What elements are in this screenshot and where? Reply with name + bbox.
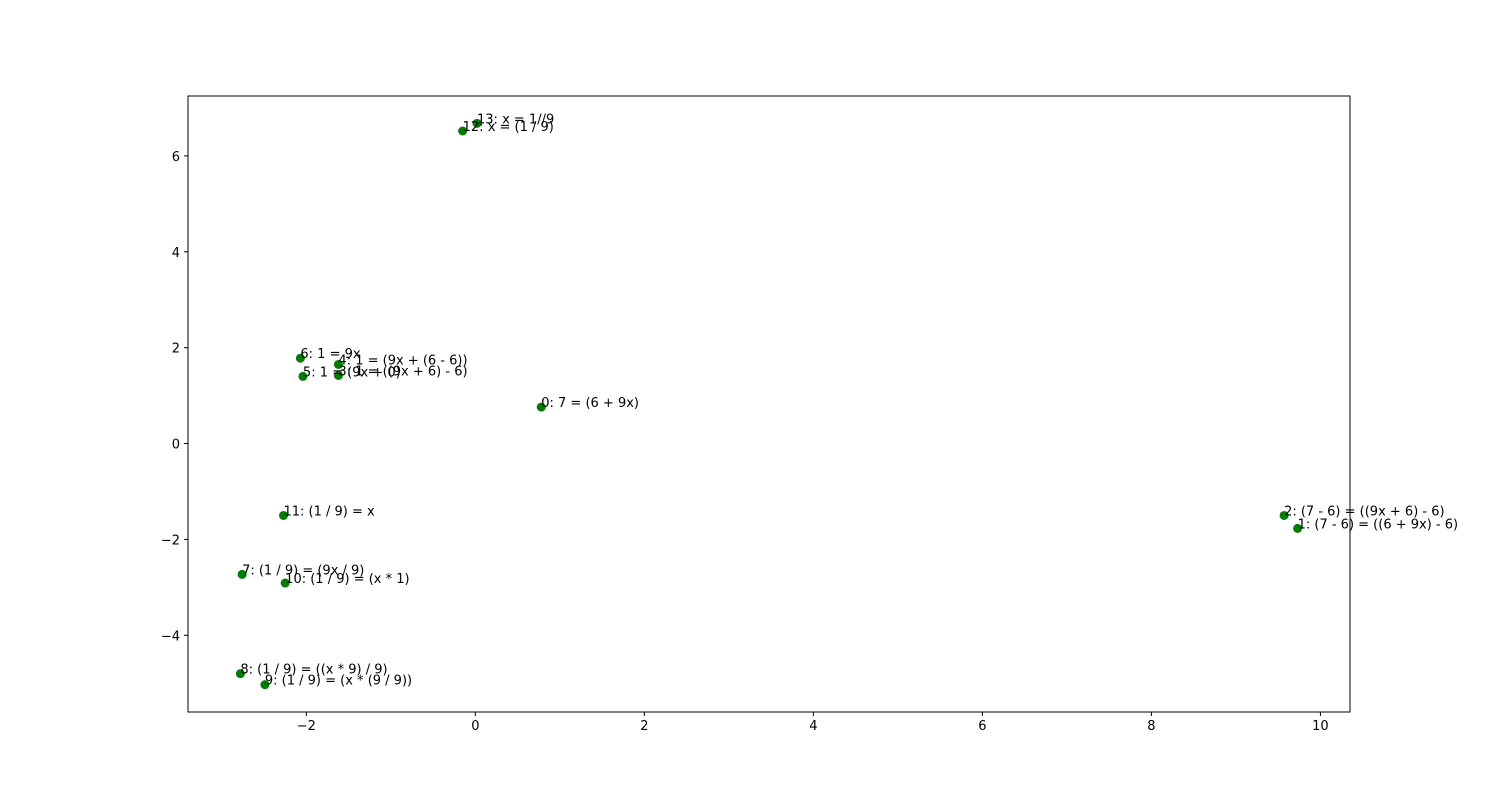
y-tick-label: −4: [161, 629, 180, 644]
data-point: [298, 371, 308, 381]
y-tick-label: 4: [172, 246, 180, 261]
data-point: [278, 510, 288, 520]
x-axis-ticks: −2 0 2 4 6 8 10: [297, 712, 1329, 734]
data-points: [235, 118, 1303, 690]
axes: −2 0 2 4 6 8 10 −4 −2 0 2 4 6: [161, 95, 1351, 734]
y-tick-label: 2: [172, 342, 180, 357]
data-point: [1293, 523, 1303, 533]
x-tick-label: 4: [809, 719, 817, 734]
data-point: [458, 126, 468, 136]
point-label: 0: 7 = (6 + 9x): [541, 396, 639, 411]
point-label: 5: 1 = (9x + 0): [303, 365, 401, 380]
x-tick-label: 8: [1147, 719, 1155, 734]
point-label: 12: x = (1 / 9): [463, 120, 554, 135]
point-label: 13: x = 1//9: [477, 112, 554, 127]
point-labels: 0: 7 = (6 + 9x) 1: (7 - 6) = ((6 + 9x) - …: [240, 112, 1458, 688]
x-tick-label: 6: [978, 719, 986, 734]
data-point: [333, 359, 343, 369]
x-tick-label: 2: [640, 719, 648, 734]
data-point: [280, 578, 290, 588]
point-label: 4: 1 = (9x + (6 - 6)): [338, 353, 467, 368]
point-label: 1: (7 - 6) = ((6 + 9x) - 6): [1298, 517, 1459, 532]
point-label: 11: (1 / 9) = x: [283, 504, 375, 519]
point-label: 9: (1 / 9) = (x * (9 / 9)): [265, 674, 412, 689]
point-label: 8: (1 / 9) = ((x * 9) / 9): [240, 663, 387, 678]
y-tick-label: −2: [161, 533, 180, 548]
data-point: [237, 569, 247, 579]
data-point: [472, 118, 482, 128]
x-tick-label: 10: [1312, 719, 1329, 734]
data-point: [1279, 510, 1289, 520]
plot-frame: [187, 95, 1351, 713]
y-tick-label: 6: [172, 150, 180, 165]
point-label: 3: 1 = ((9x + 6) - 6): [338, 364, 467, 379]
data-point: [333, 370, 343, 380]
data-point: [536, 402, 546, 412]
x-tick-label: 0: [471, 719, 479, 734]
data-point: [260, 680, 270, 690]
y-tick-label: 0: [172, 438, 180, 453]
point-label: 7: (1 / 9) = (9x / 9): [242, 563, 364, 578]
x-tick-label: −2: [297, 719, 316, 734]
point-label: 2: (7 - 6) = ((9x + 6) - 6): [1284, 504, 1445, 519]
point-label: 10: (1 / 9) = (x * 1): [285, 572, 409, 587]
y-axis-ticks: −4 −2 0 2 4 6: [161, 150, 188, 644]
data-point: [295, 353, 305, 363]
point-label: 6: 1 = 9x: [300, 347, 360, 362]
data-point: [235, 669, 245, 679]
